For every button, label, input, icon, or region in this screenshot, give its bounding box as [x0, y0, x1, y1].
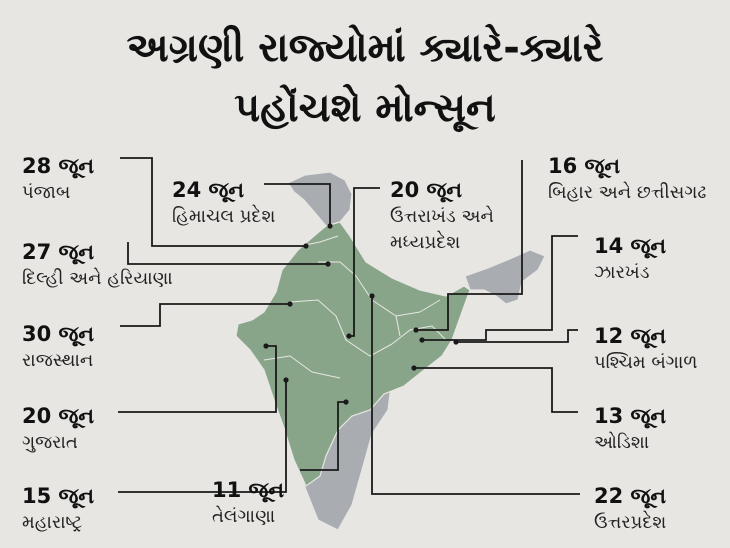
label-westbengal: 12 જૂન પશ્ચિમ બંગાળ: [594, 324, 697, 375]
leader-dot-telangana: [343, 399, 349, 405]
leader-westbengal: [456, 329, 578, 343]
leader-delhi: [127, 242, 328, 265]
label-maharashtra-state: મહારાષ્ટ્ર: [22, 512, 83, 534]
leader-dot-bihar: [413, 327, 419, 333]
leader-dot-uttarakhand: [346, 333, 352, 339]
label-odisha-state: ઓડિશા: [594, 432, 650, 454]
label-uttarakhand: 20 જૂન ઉત્તરાખંડ અને મધ્યપ્રદેશ: [390, 178, 494, 254]
label-himachal-state: હિમાચલ પ્રદેશ: [172, 206, 276, 228]
leader-gujarat: [118, 345, 277, 413]
label-bihar-state: બિહાર અને છત્તીસગઢ: [548, 182, 707, 204]
label-telangana-state: તેલંગાણા: [212, 506, 276, 528]
title-line-2: પહોંચશે મોન્સૂન: [234, 85, 496, 131]
map-region-jammu-kashmir: [287, 171, 353, 227]
label-bihar-date: 16 જૂન: [548, 154, 621, 178]
label-delhi-date: 27 જૂન: [22, 240, 95, 264]
leader-jharkhand: [422, 235, 578, 341]
label-punjab-date: 28 જૂન: [22, 154, 95, 178]
label-westbengal-state: પશ્ચિમ બંગાળ: [594, 352, 698, 374]
label-uttarpradesh-date: 22 જૂન: [594, 484, 667, 508]
label-himachal: 24 જૂન હિમાચલ પ્રદેશ: [172, 178, 275, 229]
label-gujarat-date: 20 જૂન: [22, 404, 95, 428]
leader-dot-delhi: [325, 261, 331, 267]
label-odisha-date: 13 જૂન: [594, 404, 667, 428]
leader-rajasthan: [120, 303, 290, 327]
label-himachal-date: 24 જૂન: [172, 178, 245, 202]
leader-himachal: [264, 183, 331, 226]
label-bihar: 16 જૂન બિહાર અને છત્તીસગઢ: [548, 154, 706, 205]
label-delhi: 27 જૂન દિલ્હી અને હરિયાણા: [22, 240, 173, 291]
leader-dot-gujarat: [263, 343, 269, 349]
label-westbengal-date: 12 જૂન: [594, 324, 667, 348]
leader-bihar: [416, 160, 523, 331]
leader-dot-jharkhand: [419, 337, 425, 343]
leader-dot-westbengal: [453, 339, 459, 345]
label-telangana-date: 11 જૂન: [212, 478, 285, 502]
label-jharkhand-date: 14 જૂન: [594, 234, 667, 258]
label-telangana: 11 જૂન તેલંગાણા: [212, 478, 284, 529]
leader-dot-uttarpradesh: [369, 293, 375, 299]
label-delhi-state: દિલ્હી અને હરિયાણા: [22, 268, 173, 290]
label-uttarakhand-state2: મધ્યપ્રદેશ: [390, 231, 461, 253]
leader-dot-rajasthan: [287, 301, 293, 307]
label-maharashtra: 15 જૂન મહારાષ્ટ્ર: [22, 484, 94, 535]
leader-uttarpradesh: [371, 296, 580, 495]
leader-punjab: [120, 157, 306, 247]
leader-dot-odisha: [411, 365, 417, 371]
leader-dot-punjab: [303, 243, 309, 249]
label-jharkhand: 14 જૂન ઝારખંડ: [594, 234, 666, 285]
leader-uttarakhand: [349, 187, 380, 337]
label-maharashtra-date: 15 જૂન: [22, 484, 95, 508]
label-gujarat-state: ગુજરાત: [22, 432, 78, 454]
label-gujarat: 20 જૂન ગુજરાત: [22, 404, 94, 455]
label-uttarpradesh: 22 જૂન ઉત્તરપ્રદેશ: [594, 484, 666, 535]
label-rajasthan-state: રાજસ્થાન: [22, 350, 94, 372]
label-punjab-state: પંજાબ: [22, 182, 71, 204]
leader-telangana: [300, 401, 346, 471]
leader-dot-himachal: [327, 223, 333, 229]
label-rajasthan: 30 જૂન રાજસ્થાન: [22, 322, 94, 373]
title-line-1: અગ્રણી રાજ્યોમાં ક્યારે-ક્યારે: [126, 25, 604, 71]
label-uttarakhand-state: ઉત્તરાખંડ અને: [390, 206, 494, 228]
label-rajasthan-date: 30 જૂન: [22, 322, 95, 346]
label-jharkhand-state: ઝારખંડ: [594, 262, 650, 284]
leader-odisha: [414, 367, 578, 413]
leader-dot-maharashtra: [283, 377, 289, 383]
leader-maharashtra: [118, 380, 287, 493]
label-odisha: 13 જૂન ઓડિશા: [594, 404, 666, 455]
label-uttarakhand-date: 20 જૂન: [390, 178, 463, 202]
label-punjab: 28 જૂન પંજાબ: [22, 154, 94, 205]
label-uttarpradesh-state: ઉત્તરપ્રદેશ: [594, 512, 667, 534]
